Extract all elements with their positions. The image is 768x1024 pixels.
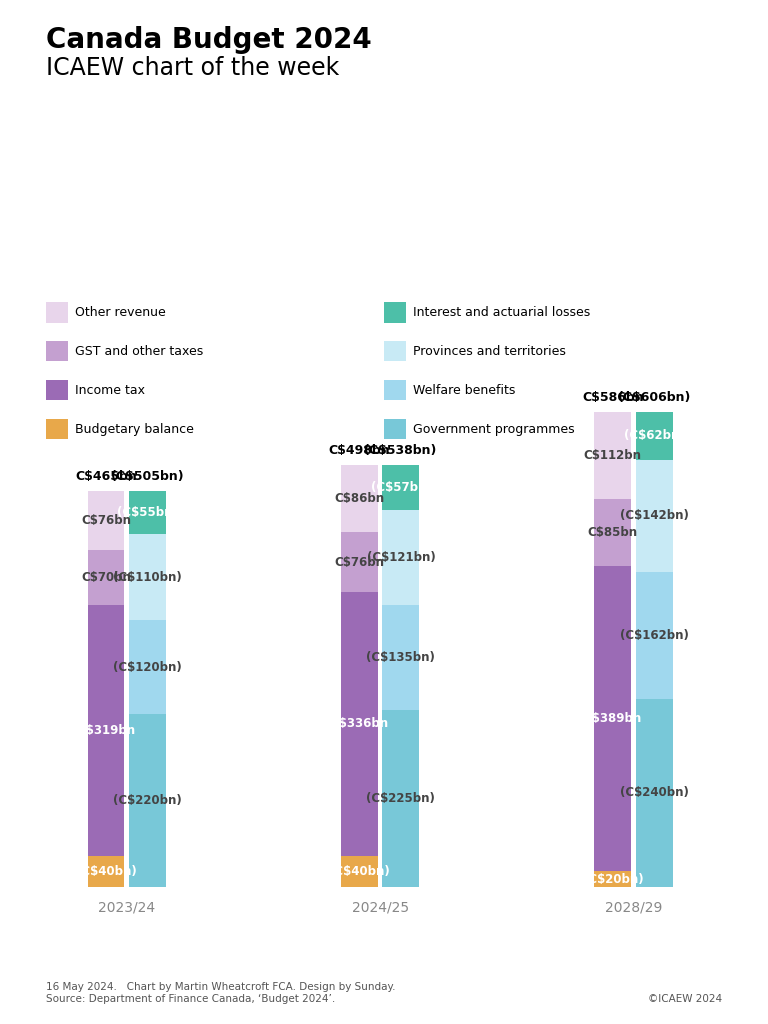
Text: Welfare benefits: Welfare benefits	[413, 384, 515, 396]
Text: C$465bn: C$465bn	[75, 470, 137, 483]
Bar	[341, 532, 378, 592]
Bar	[341, 465, 378, 532]
Bar	[341, 592, 378, 856]
Bar	[88, 605, 124, 856]
Text: ©ICAEW 2024: ©ICAEW 2024	[647, 993, 722, 1004]
Bar	[382, 465, 419, 510]
Bar	[129, 715, 166, 887]
Text: (C$121bn): (C$121bn)	[366, 551, 435, 563]
Text: (C$538bn): (C$538bn)	[364, 444, 438, 457]
Text: (C$240bn): (C$240bn)	[620, 786, 689, 800]
Text: C$85bn: C$85bn	[588, 526, 638, 540]
Text: (C$55bn): (C$55bn)	[117, 506, 178, 519]
Bar	[636, 412, 673, 460]
Bar	[88, 551, 124, 605]
Text: (C$135bn): (C$135bn)	[366, 651, 435, 664]
Text: Budgetary balance: Budgetary balance	[75, 423, 194, 435]
Text: C$319bn: C$319bn	[77, 724, 135, 737]
Text: (C$162bn): (C$162bn)	[620, 629, 689, 642]
Bar	[382, 604, 419, 711]
Text: 16 May 2024.   Chart by Martin Wheatcroft FCA. Design by Sunday.
Source: Departm: 16 May 2024. Chart by Martin Wheatcroft …	[46, 982, 396, 1004]
Text: C$76bn: C$76bn	[334, 556, 385, 568]
Text: (C$62bn): (C$62bn)	[624, 429, 685, 442]
Bar	[129, 490, 166, 534]
Text: ICAEW chart of the week: ICAEW chart of the week	[46, 56, 339, 80]
Text: (C$142bn): (C$142bn)	[620, 510, 689, 522]
Bar	[88, 856, 124, 887]
Text: C$498bn: C$498bn	[329, 444, 390, 457]
Text: (C$225bn): (C$225bn)	[366, 793, 435, 805]
Text: (C$40bn): (C$40bn)	[329, 865, 390, 878]
Text: C$86bn: C$86bn	[334, 493, 385, 505]
Bar	[382, 510, 419, 604]
Bar	[88, 490, 124, 551]
Text: (C$110bn): (C$110bn)	[113, 570, 182, 584]
Text: Other revenue: Other revenue	[75, 306, 166, 318]
Text: (C$220bn): (C$220bn)	[113, 795, 182, 807]
Bar	[594, 500, 631, 566]
Text: C$389bn: C$389bn	[584, 713, 642, 725]
Text: GST and other taxes: GST and other taxes	[75, 345, 204, 357]
Text: Government programmes: Government programmes	[413, 423, 574, 435]
Text: C$336bn: C$336bn	[330, 718, 389, 730]
Text: Canada Budget 2024: Canada Budget 2024	[46, 26, 372, 53]
Text: C$112bn: C$112bn	[584, 450, 642, 462]
Bar	[341, 856, 378, 887]
Bar	[594, 412, 631, 500]
Bar	[636, 571, 673, 698]
Bar	[594, 566, 631, 871]
Bar	[129, 621, 166, 715]
Bar	[636, 460, 673, 571]
Text: Provinces and territories: Provinces and territories	[413, 345, 566, 357]
Text: C$586bn: C$586bn	[582, 391, 644, 403]
Bar	[636, 698, 673, 887]
Text: (C$120bn): (C$120bn)	[113, 660, 182, 674]
Bar	[594, 871, 631, 887]
Text: Interest and actuarial losses: Interest and actuarial losses	[413, 306, 591, 318]
Text: C$70bn: C$70bn	[81, 571, 131, 585]
Text: (C$57bn): (C$57bn)	[370, 481, 432, 494]
Text: (C$505bn): (C$505bn)	[111, 470, 184, 483]
Text: Income tax: Income tax	[75, 384, 145, 396]
Text: (C$40bn): (C$40bn)	[75, 865, 137, 878]
Bar	[129, 534, 166, 621]
Text: C$76bn: C$76bn	[81, 514, 131, 527]
Bar	[382, 711, 419, 887]
Text: (C$606bn): (C$606bn)	[617, 391, 691, 403]
Text: (C$20bn): (C$20bn)	[583, 872, 643, 886]
